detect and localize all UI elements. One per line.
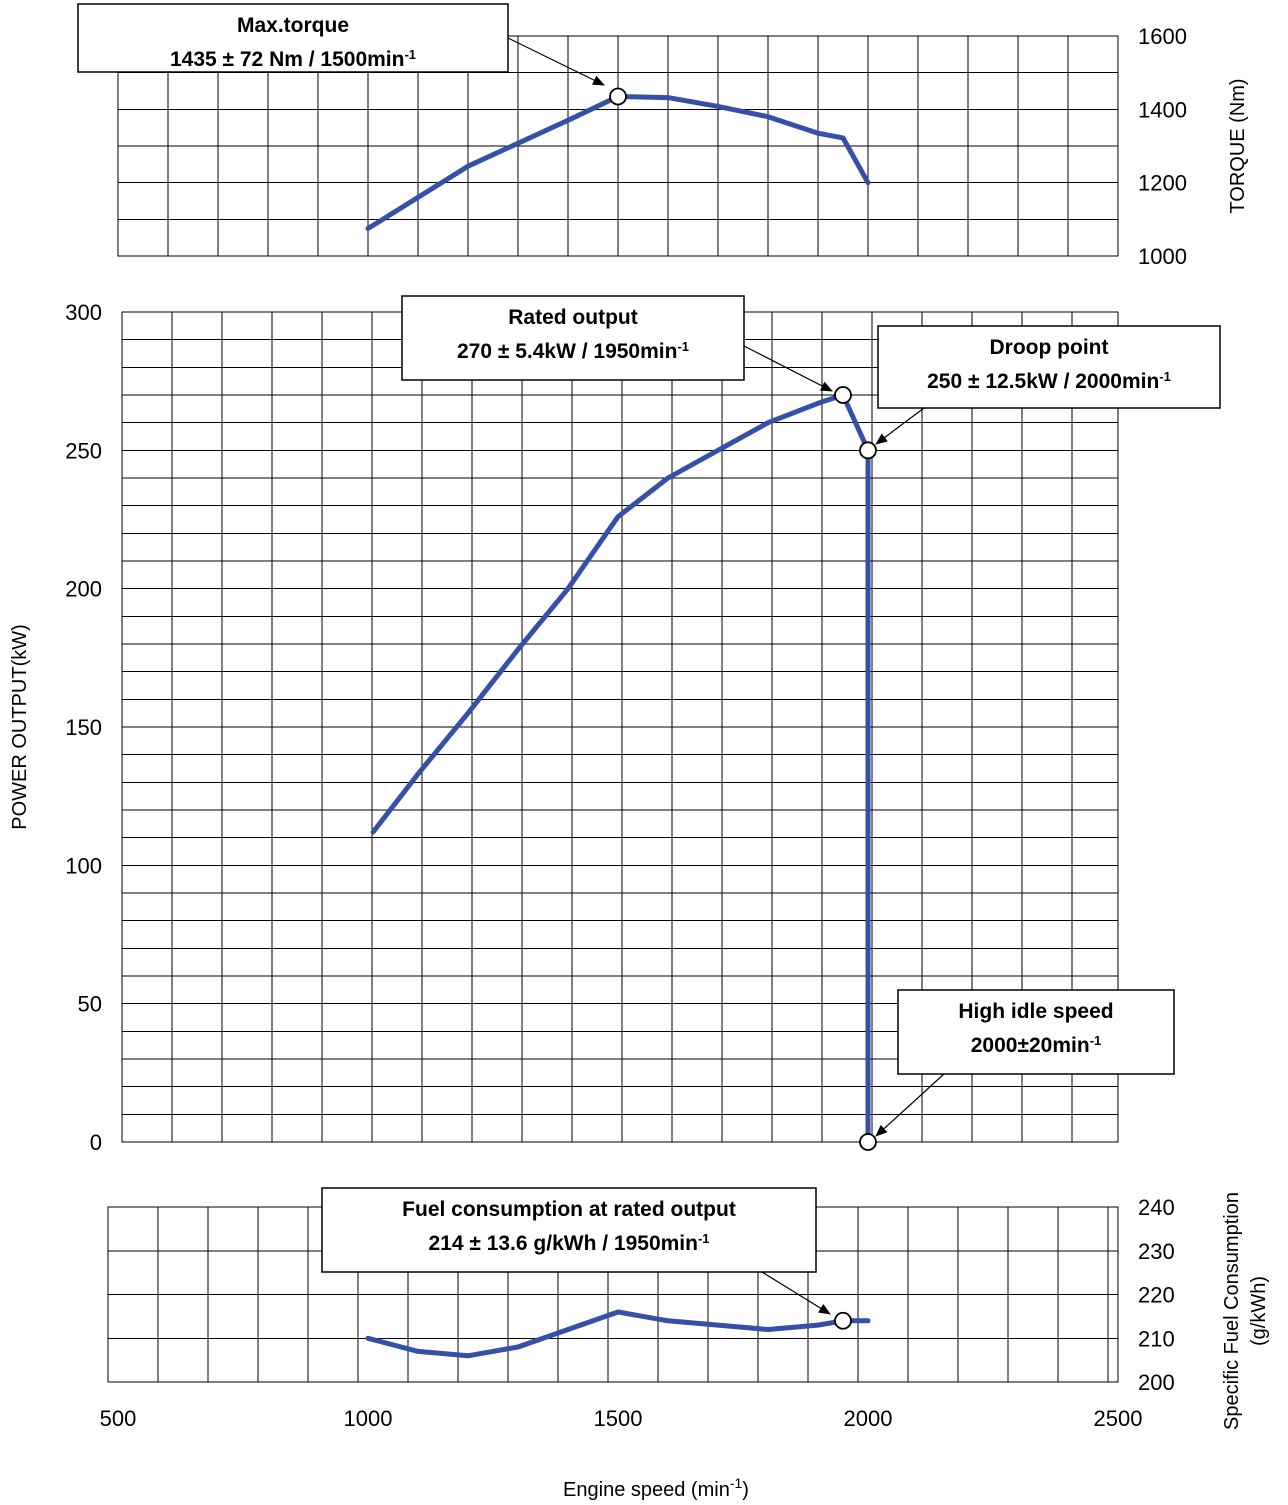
y-tick-label: 50 — [78, 992, 102, 1017]
high-idle-callout-box — [897, 989, 1175, 1075]
torque-point-marker — [609, 87, 627, 106]
rated-output-callout-leader-arrow — [743, 345, 833, 392]
high-idle-callout-title: High idle speed — [958, 1000, 1113, 1023]
x-tick-label: 2500 — [1094, 1406, 1143, 1431]
y-tick-label: 300 — [65, 300, 102, 325]
rated-output-callout: Rated output 270 ± 5.4kW / 1950min-1 — [401, 295, 833, 392]
high-idle-callout-leader-arrow — [875, 1073, 945, 1137]
rated-output-callout-title: Rated output — [508, 306, 637, 329]
fuel-axis-unit: (g/kWh) — [1248, 1276, 1270, 1346]
fuel-panel: 200 210 220 230 240 Specific Fuel Consumption… — [100, 1187, 1270, 1501]
fuel-consumption-callout-box — [321, 1187, 817, 1273]
rated-output-callout-value: 270 ± 5.4kW / 1950min-1 — [457, 339, 689, 364]
max-torque-callout: Max.torque 1435 ± 72 Nm / 1500min-1 — [77, 3, 605, 86]
x-tick-label: 2000 — [844, 1406, 893, 1431]
fuel-consumption-callout-value: 214 ± 13.6 g/kWh / 1950min-1 — [428, 1231, 709, 1256]
power-point-marker — [859, 441, 877, 460]
fuel-curve — [365, 1309, 871, 1359]
max-torque-callout-leader-arrow — [507, 37, 605, 86]
torque-plot-frame — [117, 35, 1119, 257]
y-tick-label: 240 — [1138, 1195, 1175, 1220]
droop-point-callout-title: Droop point — [990, 336, 1109, 359]
y-tick-label: 210 — [1138, 1326, 1175, 1351]
droop-point-callout-box — [877, 325, 1221, 409]
droop-point-callout-value: 250 ± 12.5kW / 2000min-1 — [927, 369, 1171, 394]
high-idle-callout: High idle speed 2000±20min-1 — [875, 989, 1175, 1137]
power-point-marker — [859, 1133, 877, 1151]
power-axis-title: POWER OUTPUT(kW) — [9, 624, 31, 830]
droop-point-callout-leader-arrow — [875, 407, 925, 445]
x-tick-label: 500 — [100, 1406, 137, 1431]
high-idle-callout-value: 2000±20min-1 — [971, 1033, 1102, 1058]
y-tick-label: 0 — [90, 1130, 102, 1155]
max-torque-callout-value: 1435 ± 72 Nm / 1500min-1 — [170, 47, 416, 72]
torque-curve — [365, 94, 871, 231]
max-torque-callout-box — [77, 3, 509, 73]
power-point-marker — [834, 386, 852, 404]
y-tick-label: 220 — [1138, 1283, 1175, 1308]
y-tick-label: 1400 — [1138, 97, 1187, 122]
torque-panel: 1000 1200 1400 1600 TORQUE (Nm) Max.torque 143… — [77, 3, 1249, 269]
y-tick-label: 200 — [65, 577, 102, 602]
y-tick-label: 1600 — [1138, 24, 1187, 49]
fuel-axis-title: Specific Fuel Consumption — [1221, 1192, 1243, 1430]
y-tick-label: 230 — [1138, 1239, 1175, 1264]
torque-axis-title: TORQUE (Nm) — [1227, 78, 1249, 213]
power-panel: 0 50 100 150 200 250 300 POWER OUTPUT(kW) Rated … — [9, 295, 1221, 1155]
y-tick-label: 1000 — [1138, 244, 1187, 269]
y-tick-label: 1200 — [1138, 171, 1187, 196]
y-tick-label: 150 — [65, 715, 102, 740]
fuel-consumption-callout-leader-arrow — [761, 1271, 831, 1315]
fuel-point-marker — [834, 1311, 852, 1330]
max-torque-callout-title: Max.torque — [237, 14, 349, 37]
y-tick-label: 250 — [65, 438, 102, 463]
x-tick-label: 1000 — [344, 1406, 393, 1431]
droop-point-callout: Droop point 250 ± 12.5kW / 2000min-1 — [875, 325, 1221, 445]
y-tick-label: 200 — [1138, 1370, 1175, 1395]
x-axis-title: Engine speed (min-1) — [563, 1475, 749, 1501]
x-tick-label: 1500 — [594, 1406, 643, 1431]
y-tick-label: 100 — [65, 853, 102, 878]
power-curve — [370, 392, 871, 1145]
fuel-consumption-callout: Fuel consumption at rated output 214 ± 13… — [321, 1187, 831, 1315]
fuel-consumption-callout-title: Fuel consumption at rated output — [402, 1198, 736, 1221]
rated-output-callout-box — [401, 295, 745, 381]
